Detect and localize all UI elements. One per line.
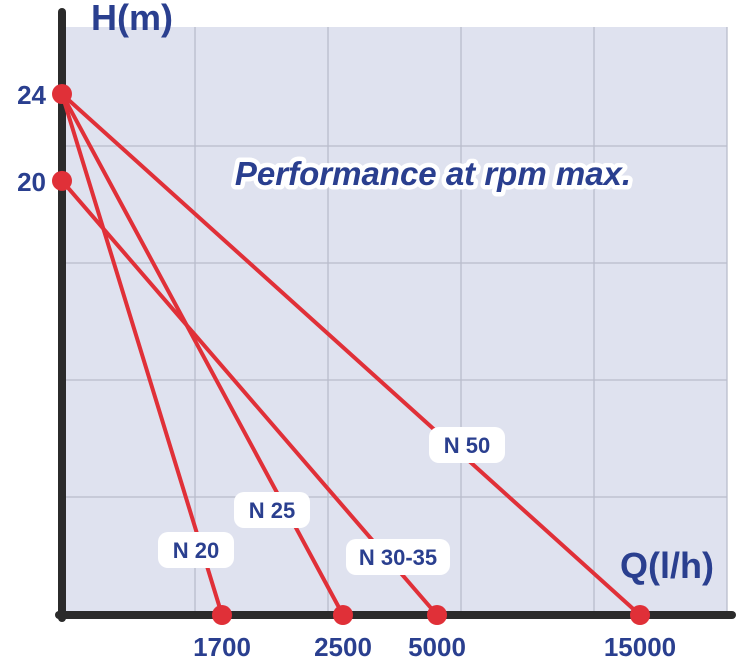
series-label: N 50 — [444, 433, 490, 458]
series-label: N 30-35 — [359, 545, 437, 570]
data-point — [52, 84, 72, 104]
data-point — [630, 605, 650, 625]
series-label: N 25 — [249, 498, 295, 523]
y-tick-label: 24 — [17, 80, 46, 110]
x-tick-label: 1700 — [193, 632, 251, 662]
axes — [55, 8, 736, 622]
data-point — [52, 170, 72, 191]
series-line — [60, 92, 642, 617]
x-tick-label: 5000 — [408, 632, 466, 662]
series-label-box — [346, 539, 450, 575]
series-line — [60, 92, 345, 617]
x-tick-label: 15000 — [604, 632, 676, 662]
x-tick-labels: 1700 2500 5000 15000 — [193, 632, 676, 662]
x-axis-label: Q(l/h) — [620, 545, 714, 586]
series-label: N 20 — [173, 538, 219, 563]
data-point — [427, 605, 447, 625]
series-label-box — [158, 532, 234, 568]
series-line — [60, 92, 224, 617]
series-label-box — [429, 427, 505, 463]
chart-title: Performance at rpm max. — [235, 155, 631, 192]
series-label-box — [234, 492, 310, 528]
plot-background — [62, 27, 727, 615]
x-tick-label: 2500 — [314, 632, 372, 662]
y-axis-label: H(m) — [91, 0, 173, 38]
data-point — [333, 605, 353, 625]
series-labels: N 20 N 25 N 30-35 N 50 — [158, 427, 505, 575]
grid — [62, 27, 728, 615]
y-tick-label: 20 — [17, 167, 46, 197]
series-markers — [52, 84, 650, 625]
data-point — [212, 605, 232, 625]
